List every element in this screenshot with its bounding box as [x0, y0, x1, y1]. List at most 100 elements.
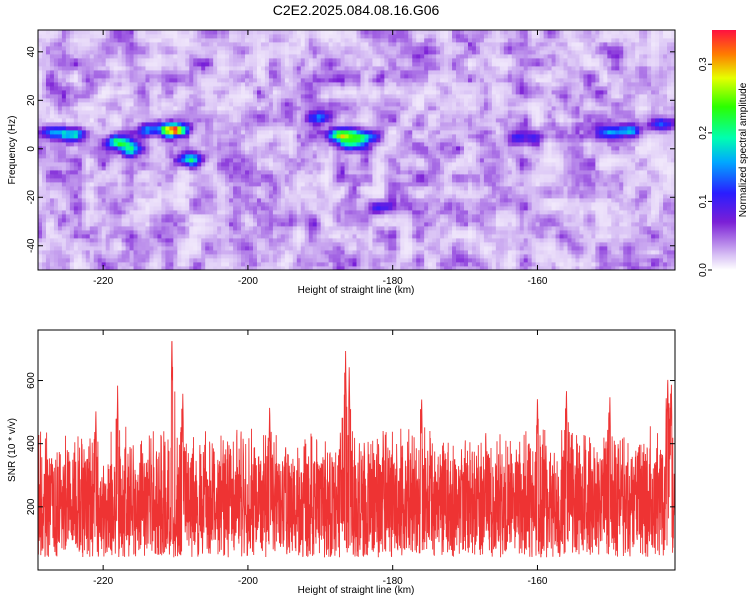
spectrogram-cell	[651, 170, 656, 175]
spectrogram-cell	[57, 250, 63, 255]
spectrogram-cell	[400, 154, 405, 159]
spectrogram-cell	[380, 202, 385, 207]
spectrogram-cell	[93, 206, 99, 211]
spectrogram-cell	[328, 266, 334, 270]
spectrogram-cell	[101, 222, 107, 227]
spectrogram-cell	[583, 254, 588, 259]
spectrogram-cell	[233, 206, 238, 211]
spectrogram-cell	[252, 246, 258, 251]
spectrogram-cell	[145, 182, 150, 187]
spectrogram-cell	[579, 218, 584, 223]
spectrogram-cell	[555, 210, 560, 215]
spectrogram-cell	[332, 206, 337, 211]
spectrogram-cell	[181, 226, 186, 231]
spectrogram-cell	[619, 230, 624, 235]
spectrogram-cell	[408, 182, 413, 187]
spectrogram-cell	[256, 150, 262, 155]
spectrogram-cell	[221, 198, 226, 203]
spectrogram-cell	[551, 266, 556, 270]
spectrogram-cell	[288, 170, 294, 175]
spectrogram-cell	[209, 150, 214, 155]
spectrogram-cell	[213, 178, 218, 183]
spectrogram-cell	[117, 154, 123, 159]
spectrogram-cell	[571, 186, 576, 191]
spectrogram-cell	[491, 266, 497, 270]
spectrogram-cell	[559, 218, 564, 223]
spectrogram-cell	[209, 210, 214, 215]
spectrogram-cell	[121, 210, 126, 215]
spectrogram-cell	[416, 238, 421, 243]
spectrogram-cell	[316, 238, 322, 243]
spectrogram-cell	[671, 186, 675, 191]
spectrogram-cell	[272, 154, 278, 159]
spectrogram-cell	[288, 154, 294, 159]
spectrogram-cell	[515, 158, 521, 163]
spectrogram-cell	[229, 190, 234, 195]
spectrogram-cell	[396, 206, 401, 211]
spectrogram-cell	[424, 206, 429, 211]
spectrogram-cell	[229, 226, 234, 231]
spectrogram-cell	[647, 198, 652, 203]
spectrogram-cell	[312, 266, 318, 270]
spectrogram-cell	[352, 174, 357, 179]
spectrogram-cell	[89, 206, 95, 211]
spectrogram-cell	[388, 178, 393, 183]
spectrogram-cell	[404, 198, 409, 203]
spectrogram-cell	[579, 210, 584, 215]
spectrogram-cell	[531, 238, 537, 243]
spectrogram-cell	[308, 178, 314, 183]
spectrogram-cell	[49, 178, 55, 183]
spectrogram-cell	[475, 222, 481, 227]
spectrogram-cell	[161, 166, 166, 171]
spectrogram-cell	[651, 230, 656, 235]
spectrogram-cell	[38, 238, 43, 243]
spectrogram-cell	[392, 150, 397, 155]
spectrogram-cell	[663, 226, 668, 231]
spectrogram-cell	[49, 222, 55, 227]
spectrogram-cell	[165, 266, 170, 270]
spectrogram-cell	[448, 238, 453, 243]
spectrogram-cell	[531, 230, 537, 235]
spectrogram-cell	[635, 150, 640, 155]
spectrogram-cell	[205, 242, 210, 247]
spectrogram-cell	[428, 170, 433, 175]
spectrogram-cell	[161, 246, 166, 251]
spectrogram-cell	[117, 170, 123, 175]
spectrogram-cell	[352, 154, 357, 159]
spectrogram-cell	[523, 190, 529, 195]
spectrogram-cell	[591, 262, 596, 267]
spectrogram-cell	[627, 154, 632, 159]
spectrogram-cell	[105, 234, 111, 239]
spectrogram-cell	[463, 230, 469, 235]
spectrogram-cell	[149, 246, 154, 251]
spectrogram-cell	[352, 214, 357, 219]
spectrogram-cell	[344, 226, 349, 231]
spectrogram-cell	[245, 166, 250, 171]
spectrogram-cell	[149, 226, 154, 231]
spectrogram-cell	[615, 214, 620, 219]
spectrogram-cell	[173, 242, 178, 247]
spectrogram-cell	[77, 166, 83, 171]
spectrogram-cell	[655, 242, 660, 247]
spectrogram-cell	[165, 202, 170, 207]
spectrogram-cell	[181, 254, 186, 259]
spectrogram-cell	[225, 170, 230, 175]
spectrogram-cell	[61, 182, 67, 187]
spectrogram-cell	[352, 198, 357, 203]
spectrogram-cell	[475, 210, 481, 215]
spectrogram-cell	[372, 250, 377, 255]
spectrogram-cell	[213, 186, 218, 191]
spectrogram-cell	[460, 182, 465, 187]
spectrogram-cell	[456, 170, 461, 175]
spectrogram-cell	[268, 214, 274, 219]
spectrogram-cell	[392, 222, 397, 227]
spectrogram-cell	[145, 178, 150, 183]
spectrogram-cell	[292, 198, 298, 203]
spectrogram-cell	[531, 246, 537, 251]
spectrogram-cell	[61, 150, 67, 155]
spectrogram-cell	[205, 178, 210, 183]
spectrogram-cell	[300, 210, 306, 215]
spectrogram-cell	[296, 246, 302, 251]
spectrogram-cell	[177, 178, 182, 183]
spectrogram-cell	[237, 262, 242, 267]
